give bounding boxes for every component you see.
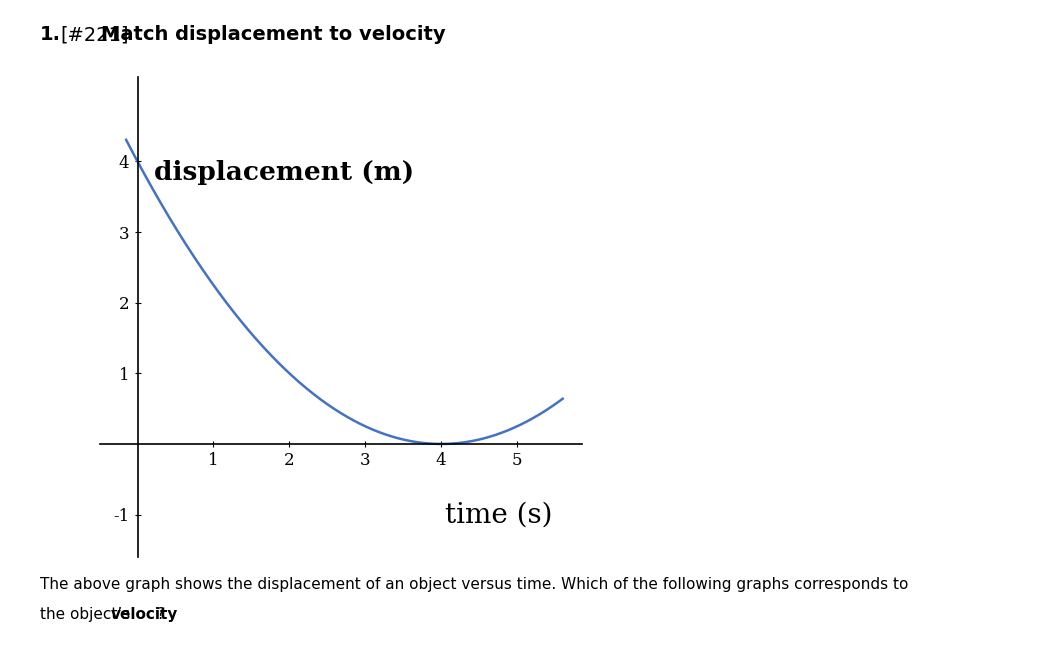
Text: the object’s: the object’s xyxy=(40,607,135,622)
Text: 1.: 1. xyxy=(40,25,61,44)
Text: ?: ? xyxy=(157,607,166,622)
Text: displacement (m): displacement (m) xyxy=(154,159,414,185)
Text: [#221]: [#221] xyxy=(61,25,129,44)
Text: The above graph shows the displacement of an object versus time. Which of the fo: The above graph shows the displacement o… xyxy=(40,577,909,592)
Text: time (s): time (s) xyxy=(445,502,552,529)
Text: Match displacement to velocity: Match displacement to velocity xyxy=(101,25,445,44)
Text: velocity: velocity xyxy=(111,607,178,622)
